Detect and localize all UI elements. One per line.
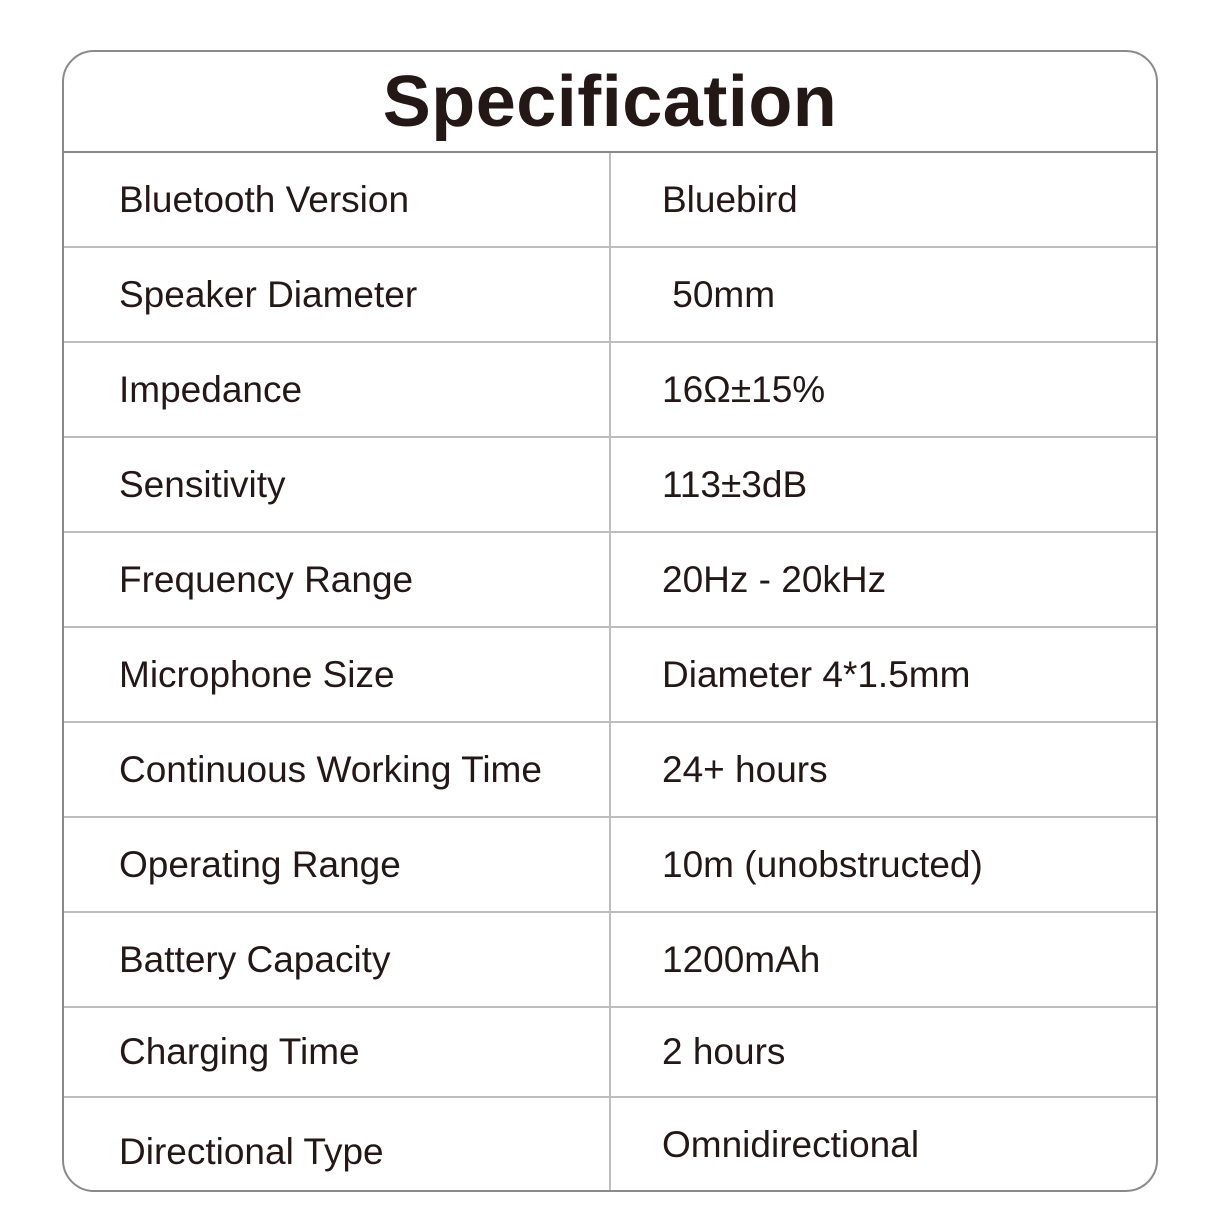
spec-label: Microphone Size — [119, 653, 395, 695]
column-divider — [609, 153, 611, 1190]
table-row: Bluetooth Version Bluebird — [64, 153, 1156, 248]
spec-label: Continuous Working Time — [119, 748, 542, 790]
page-title: Specification — [64, 52, 1156, 153]
spec-value: Omnidirectional — [662, 1124, 920, 1165]
spec-value: Bluebird — [662, 178, 798, 220]
spec-table: Specification Bluetooth Version Bluebird S… — [62, 50, 1158, 1192]
spec-label: Frequency Range — [119, 558, 414, 600]
spec-value: 16Ω±15% — [662, 368, 826, 410]
spec-value: 24+ hours — [662, 748, 828, 790]
table-row: Directional Type Omnidirectional — [64, 1098, 1156, 1190]
spec-label: Bluetooth Version — [119, 178, 410, 220]
spec-label: Operating Range — [119, 843, 401, 885]
table-row: Sensitivity 113±3dB — [64, 438, 1156, 533]
spec-label: Sensitivity — [119, 463, 286, 505]
spec-label: Speaker Diameter — [119, 273, 418, 315]
spec-value: 50mm — [662, 273, 776, 315]
spec-label: Battery Capacity — [119, 938, 391, 980]
spec-value: 2 hours — [662, 1031, 786, 1072]
spec-label: Impedance — [119, 368, 303, 410]
spec-value: 20Hz - 20kHz — [662, 558, 887, 600]
spec-label: Directional Type — [119, 1131, 384, 1172]
spec-value: 113±3dB — [662, 463, 808, 505]
spec-value: 10m (unobstructed) — [662, 843, 983, 885]
spec-label: Charging Time — [119, 1031, 360, 1072]
spec-value: Diameter 4*1.5mm — [662, 653, 971, 695]
spec-value: 1200mAh — [662, 938, 821, 980]
table-row: Operating Range 10m (unobstructed) — [64, 818, 1156, 913]
